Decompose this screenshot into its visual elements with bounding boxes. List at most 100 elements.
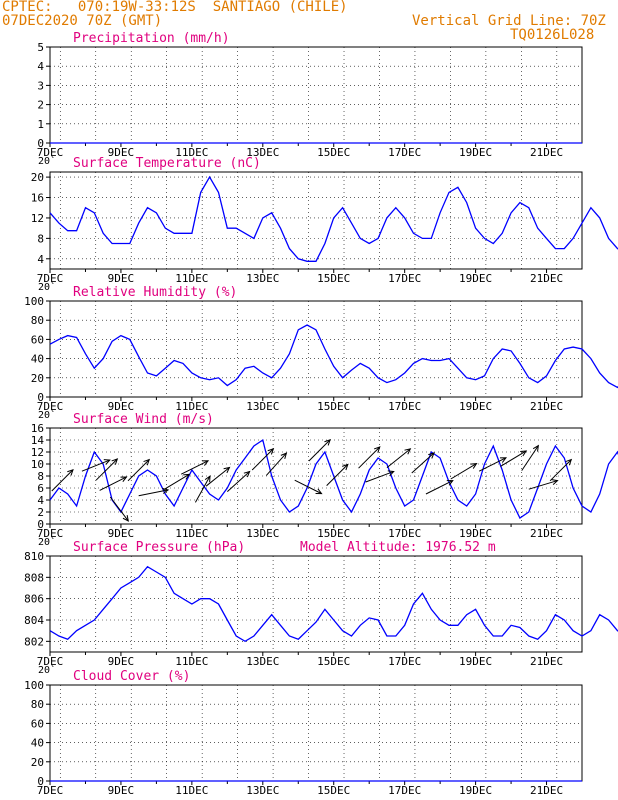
temp-ytick-label: 20 <box>31 171 44 184</box>
wind-arrow <box>500 450 527 467</box>
cloud-xtick-label: 15DEC <box>317 784 350 797</box>
wind-xtick-label: 11DEC <box>175 527 208 540</box>
humidity-ytick-label: 80 <box>31 314 44 327</box>
temp-year-stub: 20` <box>38 281 56 293</box>
temp-xtick-label: 17DEC <box>388 272 421 285</box>
wind-arrow-head <box>267 447 275 455</box>
wind-arrow <box>358 446 381 469</box>
header-grid-line: Vertical Grid Line: 70Z <box>412 13 606 29</box>
temp-frame <box>49 171 583 270</box>
wind-ytick-label: 16 <box>31 422 44 435</box>
precip-xtick-label: 11DEC <box>175 146 208 159</box>
wind-arrow-head <box>532 444 539 452</box>
wind-arrow-head <box>223 466 231 474</box>
wind-xtick-label: 9DEC <box>108 527 135 540</box>
pressure-xtick-label: 11DEC <box>175 655 208 668</box>
wind-arrow-head <box>122 515 129 522</box>
model-altitude-label: Model Altitude: 1976.52 m <box>300 540 496 555</box>
pressure-xtick-label: 21DEC <box>530 655 563 668</box>
humidity-xtick-label: 9DEC <box>108 400 135 413</box>
cloud-xtick-label: 11DEC <box>175 784 208 797</box>
cloud-ytick-label: 20 <box>31 756 44 769</box>
pressure-title: Surface Pressure (hPa) <box>73 540 245 555</box>
wind-arrow <box>549 459 572 482</box>
wind-xtick-label: 7DEC <box>37 527 64 540</box>
wind-arrow-head <box>280 452 288 460</box>
pressure-ytick-label: 810 <box>24 550 44 563</box>
cloud-ytick-label: 40 <box>31 737 44 750</box>
header-date: 07DEC2020 70Z (GMT) <box>2 13 163 29</box>
humidity-xtick-label: 19DEC <box>459 400 492 413</box>
wind-arrow-head <box>342 463 349 471</box>
precip-ytick-label: 4 <box>37 60 44 73</box>
humidity-xtick-label: 7DEC <box>37 400 64 413</box>
wind-ytick-label: 6 <box>37 482 44 495</box>
humidity-ytick-label: 40 <box>31 353 44 366</box>
humidity-title: Relative Humidity (%) <box>73 285 237 300</box>
pressure-ytick-label: 806 <box>24 593 44 606</box>
cloud-xtick-label: 7DEC <box>37 784 64 797</box>
precip-ytick-label: 5 <box>37 41 44 54</box>
wind-arrow-head <box>551 479 559 486</box>
wind-arrow <box>425 480 454 495</box>
precip-ytick-label: 0 <box>37 137 44 150</box>
pressure-year-stub: 20` <box>38 664 56 676</box>
wind-arrow-head <box>324 438 331 446</box>
cloud-ytick-label: 80 <box>31 698 44 711</box>
pressure-ytick-label: 808 <box>24 571 44 584</box>
wind-arrow <box>81 459 110 472</box>
wind-arrow-head <box>243 470 251 478</box>
cloud-ytick-label: 100 <box>24 679 44 692</box>
precip-ytick-label: 1 <box>37 118 44 131</box>
header-model-code: TQ0126L028 <box>510 27 595 43</box>
wind-xtick-label: 17DEC <box>388 527 421 540</box>
wind-arrow <box>251 448 274 471</box>
temp-xtick-label: 19DEC <box>459 272 492 285</box>
temp-xtick-label: 15DEC <box>317 272 350 285</box>
precip-xtick-label: 13DEC <box>246 146 279 159</box>
wind-arrow <box>294 479 322 495</box>
wind-arrow <box>163 473 190 491</box>
precip-year-stub: 20` <box>38 155 56 167</box>
wind-arrow <box>109 496 129 522</box>
precip-xtick-label: 17DEC <box>388 146 421 159</box>
wind-arrow-head <box>202 460 210 466</box>
humidity-ytick-label: 0 <box>37 391 44 404</box>
wind-arrow <box>194 475 211 503</box>
wind-arrow-head <box>120 476 128 483</box>
wind-arrow <box>205 467 230 487</box>
humidity-xtick-label: 21DEC <box>530 400 563 413</box>
wind-arrow <box>181 460 209 475</box>
wind-arrow <box>365 470 394 483</box>
wind-arrow <box>127 459 150 482</box>
wind-arrow-head <box>499 457 508 463</box>
wind-arrow <box>386 448 411 468</box>
humidity-series-line <box>49 324 618 389</box>
pressure-series-line <box>49 565 618 643</box>
temp-ytick-label: 16 <box>31 192 44 205</box>
humidity-year-stub: 20` <box>38 409 56 421</box>
pressure-xtick-label: 15DEC <box>317 655 350 668</box>
wind-arrow <box>99 476 127 491</box>
cloud-xtick-label: 13DEC <box>246 784 279 797</box>
wind-arrow <box>478 457 507 472</box>
wind-arrow-head <box>111 458 119 465</box>
pressure-ytick-label: 802 <box>24 635 44 648</box>
precip-frame <box>49 46 583 144</box>
humidity-ytick-label: 100 <box>24 295 44 308</box>
cloud-title: Cloud Cover (%) <box>73 669 190 684</box>
wind-xtick-label: 21DEC <box>530 527 563 540</box>
wind-arrow-head <box>204 475 211 483</box>
wind-arrow-head <box>67 468 74 476</box>
wind-arrow-head <box>373 446 381 453</box>
humidity-xtick-label: 15DEC <box>317 400 350 413</box>
wind-title: Surface Wind (m/s) <box>73 412 214 427</box>
precip-xtick-label: 7DEC <box>37 146 64 159</box>
wind-arrow-head <box>446 480 454 486</box>
wind-arrow-head <box>470 462 478 469</box>
precip-xtick-label: 19DEC <box>459 146 492 159</box>
precip-ytick-label: 3 <box>37 79 44 92</box>
temp-ytick-label: 4 <box>37 253 44 266</box>
temp-title: Surface Temperature (nC) <box>73 156 261 171</box>
